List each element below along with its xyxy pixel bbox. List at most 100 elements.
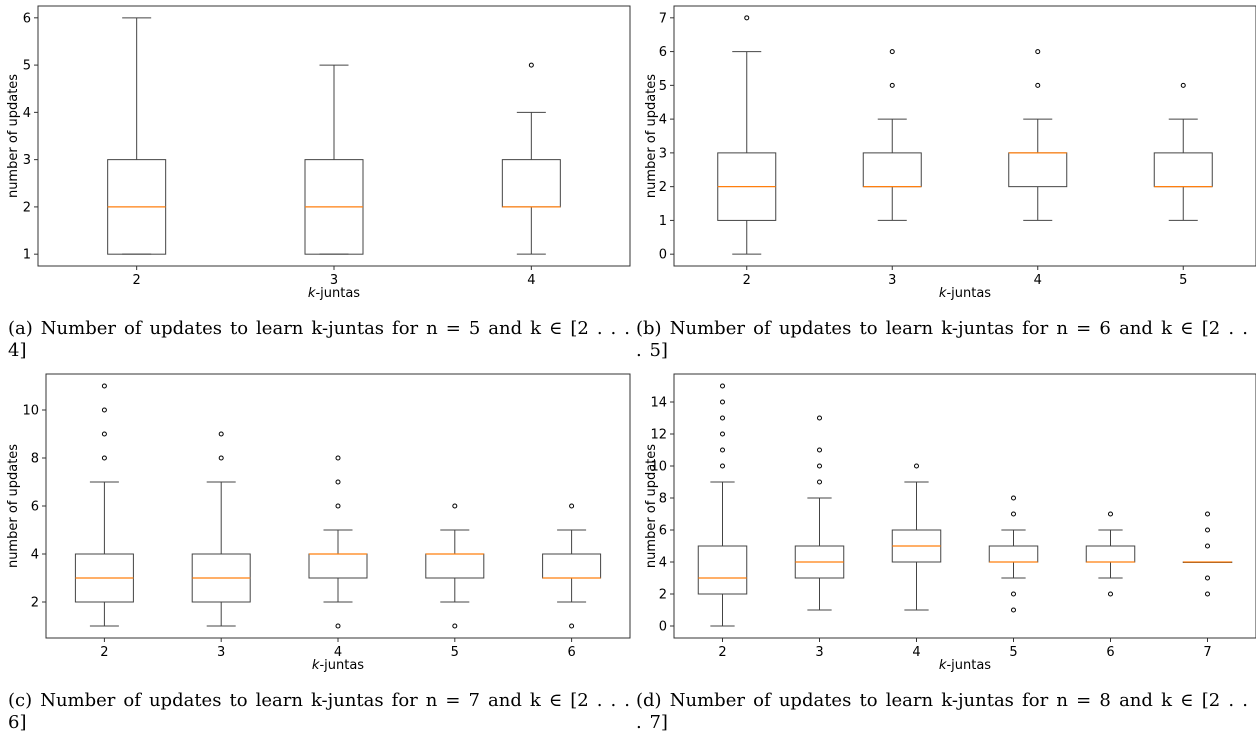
box-4 — [308, 455, 368, 629]
box-2 — [717, 15, 777, 255]
y-tick-label: 2 — [23, 200, 31, 215]
x-tick-label: 2 — [743, 273, 751, 288]
caption-text: Number of updates to learn k-juntas for … — [8, 690, 630, 733]
outlier-point — [1205, 527, 1210, 533]
outlier-point — [1108, 511, 1113, 517]
x-tick-label: 5 — [451, 645, 459, 660]
x-tick-label: 5 — [1009, 645, 1017, 660]
outlier-point — [569, 623, 575, 629]
box-2 — [74, 383, 134, 627]
y-axis-label: number of updates — [6, 74, 21, 198]
outlier-point — [1011, 495, 1016, 501]
y-tick-label: 3 — [659, 146, 667, 161]
y-tick-label: 4 — [659, 556, 667, 571]
outlier-point — [720, 463, 725, 469]
y-tick-label: 0 — [659, 620, 667, 635]
y-tick-label: 1 — [23, 248, 31, 263]
x-tick-label: 4 — [527, 273, 535, 288]
iqr-box — [697, 545, 748, 595]
outlier-point — [1011, 511, 1016, 517]
outlier-point — [1205, 543, 1210, 549]
box-3 — [794, 415, 845, 611]
outlier-point — [914, 463, 919, 469]
outlier-point — [1205, 575, 1210, 581]
iqr-box — [542, 553, 602, 579]
iqr-box — [1085, 545, 1136, 563]
iqr-box — [1008, 152, 1068, 188]
x-tick-label: 6 — [567, 645, 575, 660]
box-5 — [988, 495, 1039, 613]
box-4 — [1008, 49, 1068, 221]
x-axis-label: k-juntas — [939, 286, 991, 301]
outlier-point — [817, 463, 822, 469]
y-axis-label: number of updates — [644, 444, 659, 568]
outlier-point — [335, 455, 341, 461]
y-tick-label: 0 — [659, 248, 667, 263]
outlier-point — [101, 383, 107, 389]
plot-frame — [673, 5, 1256, 267]
box-3 — [862, 49, 922, 221]
outlier-point — [817, 415, 822, 421]
x-tick-label: 3 — [217, 645, 225, 660]
panel-c: 2 4 6 8 10 2 3 4 5 6 k-juntas number of updates — [6, 373, 631, 673]
outlier-point — [101, 431, 107, 437]
caption-label: (a) — [8, 318, 33, 339]
outlier-point — [1205, 591, 1210, 597]
y-tick-label: 6 — [659, 45, 667, 60]
x-tick-label: 6 — [1106, 645, 1114, 660]
box-5 — [1153, 82, 1213, 221]
x-axis-label: k-juntas — [308, 286, 360, 301]
y-axis-label: number of updates — [6, 444, 21, 568]
outlier-point — [335, 503, 341, 509]
outlier-point — [101, 455, 107, 461]
y-tick-label: 5 — [659, 79, 667, 94]
x-tick-label: 2 — [100, 645, 108, 660]
outlier-point — [452, 623, 458, 629]
y-tick-label: 4 — [23, 106, 31, 121]
outlier-point — [1205, 511, 1210, 517]
x-tick-label: 4 — [912, 645, 920, 660]
y-axis-label: number of updates — [644, 74, 659, 198]
x-axis-label: k-juntas — [312, 658, 364, 673]
y-tick-label: 6 — [31, 500, 39, 515]
box-5 — [425, 503, 485, 629]
box-4 — [501, 62, 561, 255]
box-2 — [107, 17, 167, 255]
box-3 — [304, 64, 364, 255]
x-tick-label: 4 — [334, 645, 342, 660]
panel-b: 0 1 2 3 4 5 6 7 2 3 4 5 k-juntas number of updates — [644, 5, 1256, 301]
outlier-point — [889, 82, 895, 88]
x-tick-label: 3 — [888, 273, 896, 288]
iqr-box — [501, 159, 561, 208]
caption-label: (d) — [636, 690, 662, 711]
outlier-point — [101, 407, 107, 413]
x-tick-label: 4 — [1034, 273, 1042, 288]
y-tick-label: 12 — [650, 428, 667, 443]
caption-label: (b) — [636, 318, 662, 339]
caption-text: Number of updates to learn k-juntas for … — [636, 318, 1248, 361]
box-6 — [542, 503, 602, 629]
caption-text: Number of updates to learn k-juntas for … — [8, 318, 630, 361]
outlier-point — [817, 447, 822, 453]
outlier-point — [218, 431, 224, 437]
box-2 — [697, 383, 748, 627]
outlier-point — [335, 623, 341, 629]
y-tick-label: 1 — [659, 214, 667, 229]
caption-b: (b) Number of updates to learn k-juntas … — [636, 318, 1248, 362]
x-tick-label: 7 — [1203, 645, 1211, 660]
y-tick-label: 10 — [650, 460, 667, 475]
y-tick-label: 5 — [23, 59, 31, 74]
caption-text: Number of updates to learn k-juntas for … — [636, 690, 1248, 733]
outlier-point — [1108, 591, 1113, 597]
outlier-point — [452, 503, 458, 509]
outlier-point — [1180, 82, 1186, 88]
caption-d: (d) Number of updates to learn k-juntas … — [636, 690, 1248, 734]
outlier-point — [335, 479, 341, 485]
y-tick-label: 4 — [659, 113, 667, 128]
y-tick-label: 2 — [31, 596, 39, 611]
outlier-point — [1011, 607, 1016, 613]
panel-d: 0 2 4 6 8 10 12 14 2 3 4 5 6 7 k-juntas number of updat… — [644, 373, 1256, 673]
iqr-box — [308, 553, 368, 579]
y-tick-label: 8 — [659, 492, 667, 507]
outlier-point — [1011, 591, 1016, 597]
